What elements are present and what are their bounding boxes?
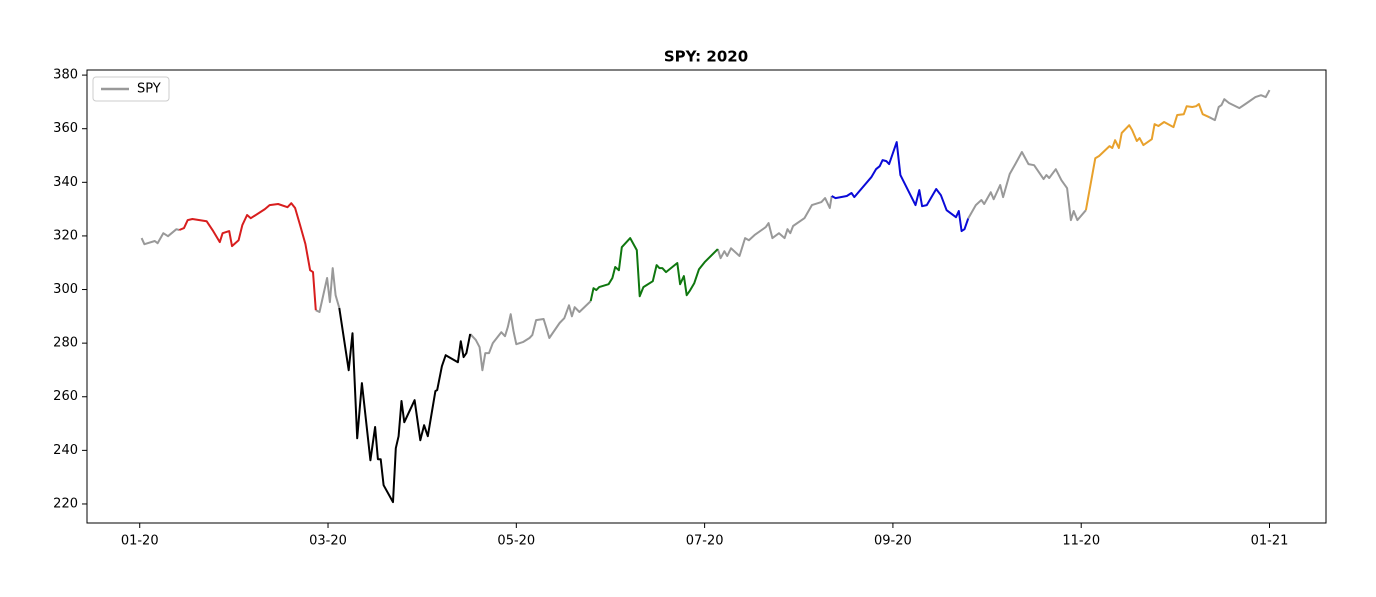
plot-frame	[86, 69, 1327, 524]
series-line	[178, 202, 317, 311]
y-tick-label: 300	[53, 282, 78, 297]
chart-title: SPY: 2020	[664, 48, 748, 66]
series-line	[315, 267, 341, 313]
legend-box	[92, 76, 170, 102]
x-tick-label: 05-20	[497, 534, 535, 549]
y-tick-label: 240	[53, 443, 78, 458]
series-line	[1208, 89, 1271, 122]
y-tick-label: 360	[53, 121, 78, 136]
y-tick-label: 280	[53, 336, 78, 351]
x-tick-label: 01-20	[121, 534, 159, 549]
series-line	[140, 228, 180, 246]
y-tick-label: 220	[53, 496, 78, 511]
y-tick-label: 380	[53, 68, 78, 83]
x-tick-label: 11-20	[1062, 534, 1100, 549]
x-tick-label: 09-20	[874, 534, 912, 549]
y-tick-label: 340	[53, 175, 78, 190]
series-line	[967, 151, 1087, 222]
series-line	[831, 141, 970, 233]
series-line	[589, 237, 719, 302]
y-tick-label: 320	[53, 228, 78, 243]
series-line	[716, 195, 833, 260]
x-tick-label: 01-21	[1251, 534, 1289, 549]
x-tick-label: 07-20	[686, 534, 724, 549]
x-tick-label: 03-20	[309, 534, 347, 549]
series-line	[469, 300, 592, 372]
series-line	[1084, 103, 1210, 211]
legend-label: SPY	[137, 82, 161, 97]
y-tick-label: 260	[53, 389, 78, 404]
series-line	[338, 307, 472, 504]
